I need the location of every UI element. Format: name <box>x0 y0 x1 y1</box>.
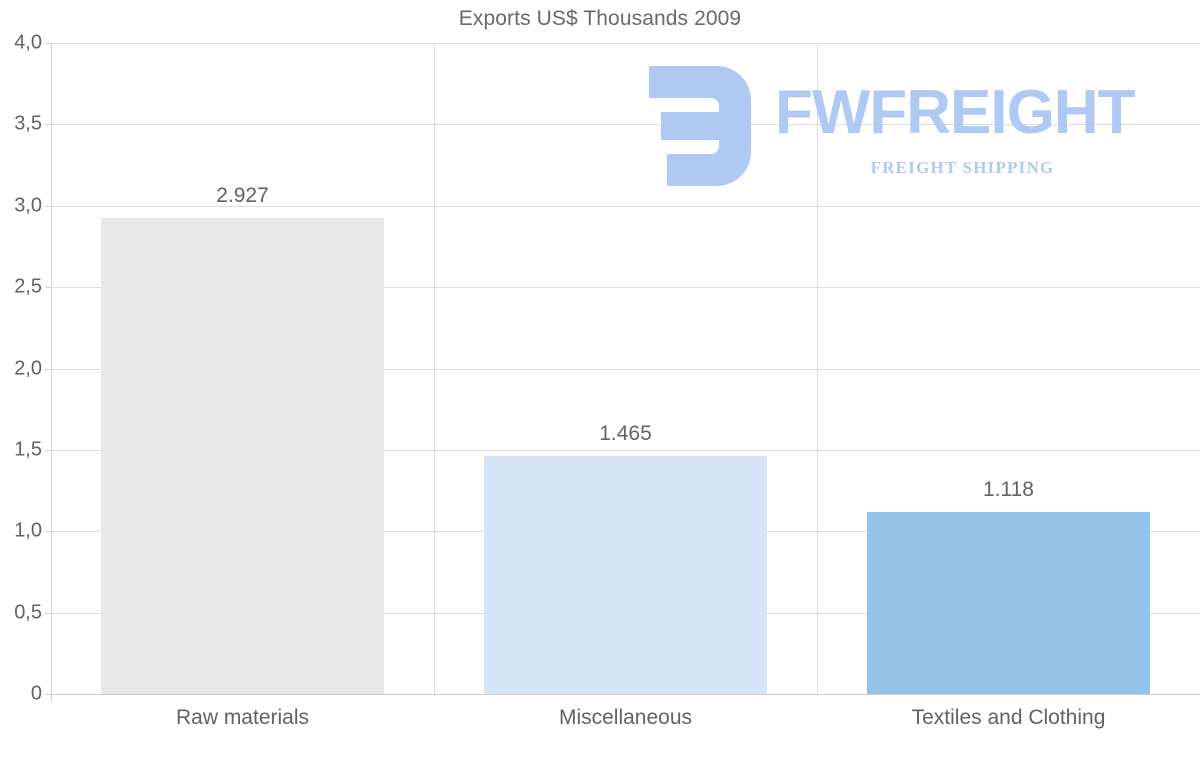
y-axis-tick-label: 2,5 <box>14 275 42 298</box>
x-axis-tick-label: Miscellaneous <box>558 706 693 729</box>
y-axis-tick-mark <box>45 694 51 695</box>
y-axis-tick-mark <box>45 612 51 614</box>
bar[interactable] <box>483 455 768 694</box>
x-axis-tick-label: Raw materials <box>175 706 310 729</box>
gridline-x-1 <box>434 43 435 694</box>
bar[interactable] <box>866 512 1151 694</box>
bar-value-label: 1.118 <box>982 478 1034 502</box>
chart-title: Exports US$ Thousands 2009 <box>458 7 742 30</box>
gridline-y-3,5 <box>51 124 1200 126</box>
y-axis-tick-label: 0,5 <box>14 601 42 624</box>
y-axis-tick-mark <box>45 287 51 289</box>
gridline-y-2,5 <box>51 287 1200 289</box>
y-axis-tick-mark <box>45 43 51 44</box>
y-axis-tick-label: 3,5 <box>14 112 42 135</box>
y-axis-tick-mark <box>45 531 51 533</box>
y-axis-tick-label: 1,0 <box>14 519 42 542</box>
gridline-y-1,5 <box>51 449 1200 451</box>
y-axis-line <box>51 43 52 702</box>
y-axis-tick-label: 0 <box>30 682 42 705</box>
gridline-y-0 <box>51 694 1200 695</box>
y-axis-tick-mark <box>45 205 51 207</box>
x-axis-tick-label: Textiles and Clothing <box>911 706 1106 729</box>
y-axis-tick-mark <box>45 368 51 370</box>
gridline-y-3,0 <box>51 205 1200 207</box>
y-axis-tick-label: 2,0 <box>14 357 42 379</box>
bar[interactable] <box>100 217 385 694</box>
y-axis-tick-label: 4,0 <box>14 31 42 54</box>
bar-value-label: 2.927 <box>216 183 269 207</box>
y-axis-tick-mark <box>45 449 51 451</box>
plot-area <box>51 43 1200 695</box>
gridline-y-4,0 <box>51 43 1200 44</box>
gridline-x-2 <box>817 43 818 694</box>
gridline-y-2,0 <box>51 368 1200 370</box>
y-axis-tick-mark <box>45 124 51 126</box>
y-axis-tick-label: 1,5 <box>14 438 42 461</box>
y-axis-tick-label: 3,0 <box>14 194 42 217</box>
bar-value-label: 1.465 <box>599 421 652 445</box>
